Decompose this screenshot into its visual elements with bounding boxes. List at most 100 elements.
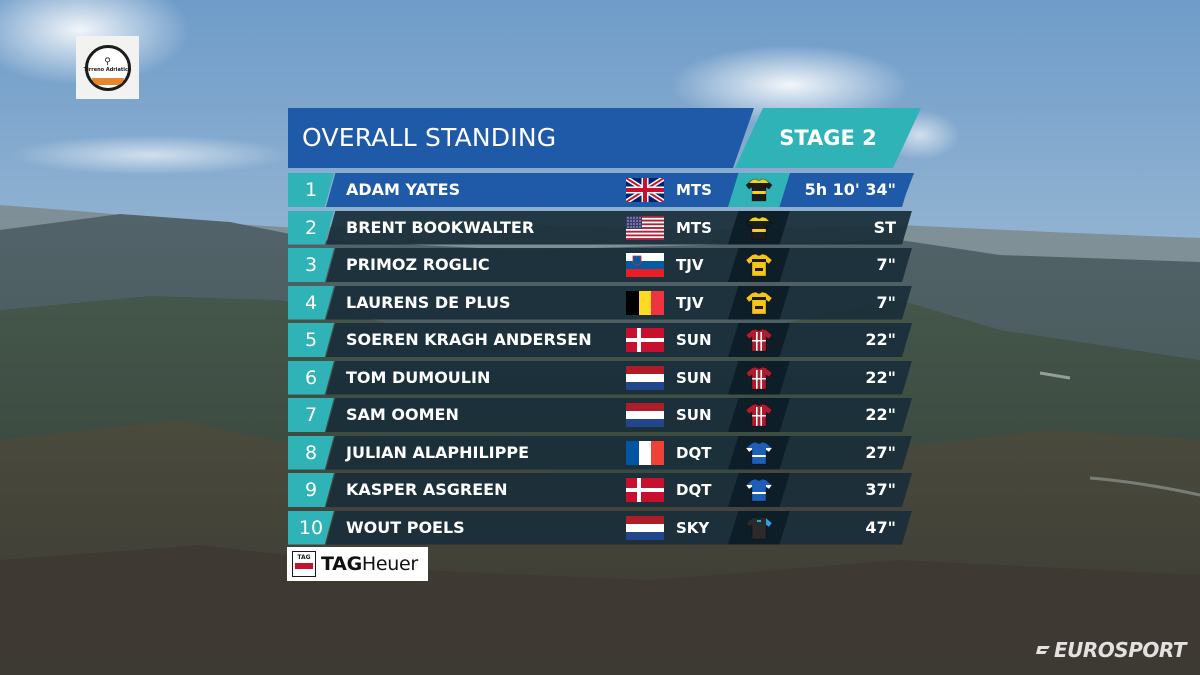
mitchelton-scott-jersey-icon bbox=[745, 178, 773, 202]
time-cell: 5h 10' 34" bbox=[784, 173, 914, 207]
rider-name: SOEREN KRAGH ANDERSEN bbox=[346, 330, 592, 349]
rider-time-gap: 37" bbox=[865, 480, 896, 499]
rider-rank: 3 bbox=[288, 248, 334, 282]
team-code: SKY bbox=[676, 518, 710, 537]
bicycle-icon: ⚲ bbox=[104, 57, 111, 67]
row-background bbox=[326, 210, 912, 245]
team-code: SUN bbox=[676, 368, 712, 387]
jersey-cell bbox=[728, 510, 790, 545]
rider-time-gap: 27" bbox=[865, 442, 896, 462]
rider-name: LAURENS DE PLUS bbox=[346, 292, 511, 312]
jersey-cell bbox=[728, 210, 790, 245]
jersey-cell bbox=[728, 173, 790, 207]
rider-name: BRENT BOOKWALTER bbox=[346, 217, 535, 237]
standings-table: 1 ADAM YATES MTS 5h 10' 34" 2 BRENT BOOKWALTE… bbox=[288, 173, 928, 548]
eurosport-swoosh-icon bbox=[1035, 644, 1052, 656]
standings-row: 5 SOEREN KRAGH ANDERSEN SUN 22" bbox=[288, 323, 928, 357]
rider-rank: 2 bbox=[288, 210, 334, 245]
standings-row: 9 KASPER ASGREEN DQT 37" bbox=[288, 473, 928, 507]
broadcaster-name: EUROSPORT bbox=[1053, 638, 1187, 662]
standings-row: 7 SAM OOMEN SUN 22" bbox=[288, 398, 928, 432]
rider-rank: 4 bbox=[288, 285, 334, 320]
den-flag-icon bbox=[626, 478, 664, 502]
sunweb-jersey-icon bbox=[745, 366, 773, 390]
standings-row: 2 BRENT BOOKWALTER MTS ST bbox=[288, 210, 928, 245]
team-code: SUN bbox=[676, 331, 712, 349]
standings-row: 4 LAURENS DE PLUS TJV 7" bbox=[288, 285, 928, 320]
rider-name: SAM OOMEN bbox=[346, 405, 459, 424]
deceuninck-quickstep-jersey-icon bbox=[745, 441, 773, 465]
team-code: TJV bbox=[676, 256, 704, 274]
rider-rank: 9 bbox=[288, 473, 334, 507]
time-cell: 7" bbox=[784, 286, 914, 320]
rider-rank: 8 bbox=[288, 435, 334, 470]
rider-rank: 7 bbox=[288, 398, 334, 432]
fra-flag-icon bbox=[626, 440, 664, 465]
standings-row: 10 WOUT POELS SKY 47" bbox=[288, 510, 928, 545]
rider-name: TOM DUMOULIN bbox=[346, 367, 491, 387]
jumbo-visma-jersey-icon bbox=[745, 253, 773, 277]
rider-name: PRIMOZ ROGLIC bbox=[346, 255, 490, 274]
sunweb-jersey-icon bbox=[745, 328, 773, 352]
sunweb-jersey-icon bbox=[745, 403, 773, 427]
event-logo: ⚲ Tirreno Adriatico bbox=[76, 36, 139, 99]
standings-row: 6 TOM DUMOULIN SUN 22" bbox=[288, 360, 928, 395]
rider-time-gap: 22" bbox=[865, 367, 896, 387]
rider-time-gap: 7" bbox=[876, 292, 896, 312]
rider-rank: 1 bbox=[288, 173, 334, 207]
stage-banner: STAGE 2 bbox=[735, 108, 921, 168]
time-cell: ST bbox=[784, 211, 914, 245]
ned-flag-icon bbox=[626, 365, 664, 390]
row-background bbox=[326, 398, 912, 432]
rider-time-gap: 22" bbox=[865, 330, 896, 349]
jersey-cell bbox=[728, 323, 790, 357]
time-cell: 22" bbox=[784, 361, 914, 395]
rider-name: ADAM YATES bbox=[346, 180, 461, 199]
time-cell: 7" bbox=[784, 248, 914, 282]
team-code: MTS bbox=[676, 218, 712, 237]
broadcaster-logo: EUROSPORT bbox=[1035, 638, 1187, 662]
team-code: MTS bbox=[676, 181, 712, 199]
team-code: DQT bbox=[676, 481, 712, 499]
time-cell: 27" bbox=[784, 436, 914, 470]
rider-time-gap: 7" bbox=[876, 255, 896, 274]
den-flag-icon bbox=[626, 328, 664, 352]
team-code: SUN bbox=[676, 406, 712, 424]
sponsor-wordmark: TAGHeuer bbox=[321, 553, 418, 575]
svn-flag-icon bbox=[626, 253, 664, 277]
standings-row: 1 ADAM YATES MTS 5h 10' 34" bbox=[288, 173, 928, 207]
team-code: TJV bbox=[676, 293, 704, 312]
stage-label: STAGE 2 bbox=[779, 126, 877, 150]
row-background bbox=[326, 323, 912, 357]
rider-rank: 5 bbox=[288, 323, 334, 357]
standings-row: 8 JULIAN ALAPHILIPPE DQT 27" bbox=[288, 435, 928, 470]
jersey-cell bbox=[728, 285, 790, 320]
team-code: DQT bbox=[676, 443, 712, 462]
time-cell: 47" bbox=[784, 511, 914, 545]
rider-time-gap: 5h 10' 34" bbox=[804, 180, 896, 199]
standings-title: OVERALL STANDING bbox=[302, 123, 557, 152]
event-logo-badge: ⚲ Tirreno Adriatico bbox=[84, 44, 131, 91]
ned-flag-icon bbox=[626, 515, 664, 540]
rider-name: JULIAN ALAPHILIPPE bbox=[346, 442, 529, 462]
time-cell: 22" bbox=[784, 323, 914, 357]
sponsor-logo: TAG TAGHeuer bbox=[287, 547, 428, 581]
mitchelton-scott-jersey-icon bbox=[745, 216, 773, 240]
time-cell: 37" bbox=[784, 473, 914, 507]
rider-time-gap: 22" bbox=[865, 405, 896, 424]
standings-row: 3 PRIMOZ ROGLIC TJV 7" bbox=[288, 248, 928, 282]
standings-title-banner: OVERALL STANDING bbox=[288, 108, 754, 168]
row-background bbox=[326, 285, 912, 320]
row-background bbox=[326, 510, 912, 545]
time-cell: 22" bbox=[784, 398, 914, 432]
usa-flag-icon bbox=[626, 215, 664, 240]
row-background bbox=[326, 435, 912, 470]
tag-heuer-shield-icon: TAG bbox=[292, 551, 316, 577]
rider-rank: 10 bbox=[288, 510, 334, 545]
ned-flag-icon bbox=[626, 403, 664, 427]
row-background bbox=[326, 248, 912, 282]
rider-time-gap: 47" bbox=[865, 517, 896, 537]
jumbo-visma-jersey-icon bbox=[745, 291, 773, 315]
jersey-cell bbox=[728, 473, 790, 507]
row-background bbox=[326, 473, 912, 507]
